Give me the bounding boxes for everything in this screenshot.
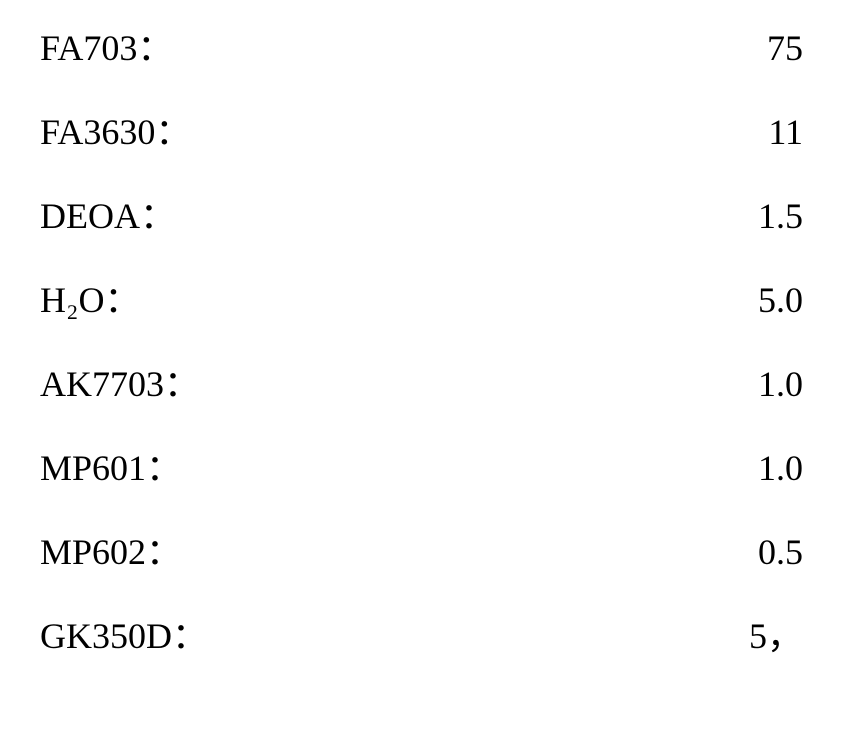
list-row: MP602： 0.5 xyxy=(40,534,803,570)
row-value: 11 xyxy=(723,114,803,150)
list-row: AK7703： 1.0 xyxy=(40,366,803,402)
data-list: FA703： 75 FA3630： 11 DEOA： 1.5 H₂O： 5.0 … xyxy=(0,0,863,684)
list-row: DEOA： 1.5 xyxy=(40,198,803,234)
row-label: MP601： xyxy=(40,450,182,486)
row-value: 5.0 xyxy=(723,282,803,318)
list-row: FA3630： 11 xyxy=(40,114,803,150)
row-value: 1.5 xyxy=(723,198,803,234)
list-row: H₂O： 5.0 xyxy=(40,282,803,318)
row-label: GK350D： xyxy=(40,618,208,654)
row-value: 1.0 xyxy=(723,450,803,486)
row-label: DEOA： xyxy=(40,198,176,234)
row-value: 75 xyxy=(723,30,803,66)
row-value: 0.5 xyxy=(723,534,803,570)
list-row: MP601： 1.0 xyxy=(40,450,803,486)
row-label: FA703： xyxy=(40,30,173,66)
row-value: 5， xyxy=(723,618,803,654)
list-row: GK350D： 5， xyxy=(40,618,803,654)
row-label: H₂O： xyxy=(40,282,141,318)
row-label: MP602： xyxy=(40,534,182,570)
row-label: FA3630： xyxy=(40,114,191,150)
row-label: AK7703： xyxy=(40,366,200,402)
list-row: FA703： 75 xyxy=(40,30,803,66)
row-value: 1.0 xyxy=(723,366,803,402)
